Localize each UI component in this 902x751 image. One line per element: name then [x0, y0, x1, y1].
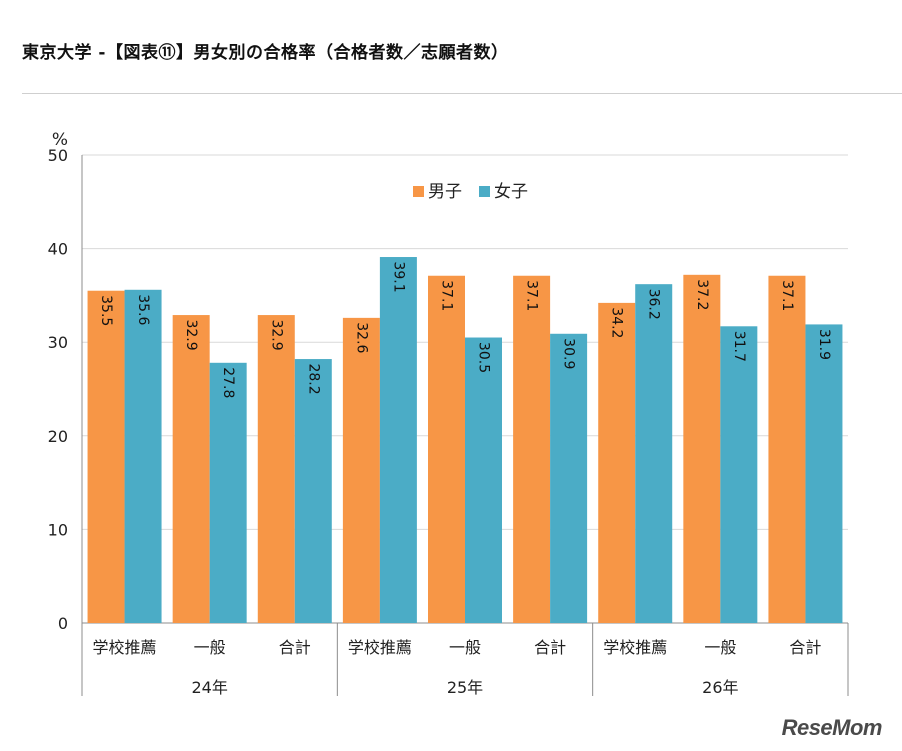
data-label: 32.6 — [353, 322, 369, 353]
data-label: 28.2 — [305, 363, 321, 394]
bar-female — [550, 333, 588, 623]
bar-male — [257, 315, 295, 623]
bar-female — [124, 289, 162, 623]
bar-female — [294, 359, 332, 623]
data-label: 37.2 — [694, 279, 710, 310]
data-label: 35.6 — [135, 294, 151, 325]
title-divider — [22, 93, 902, 94]
legend-label: 女子 — [494, 182, 528, 202]
data-label: 31.7 — [731, 331, 747, 362]
x-tick-label: 合計 — [279, 638, 311, 657]
bar-male — [172, 315, 210, 623]
bar-male — [598, 302, 636, 623]
x-tick-label: 合計 — [789, 638, 821, 657]
data-label: 32.9 — [183, 319, 199, 350]
data-label: 37.1 — [779, 280, 795, 311]
legend-label: 男子 — [428, 182, 462, 202]
bar-male — [513, 275, 551, 623]
x-tick-label: 合計 — [534, 638, 566, 657]
data-label: 36.2 — [646, 289, 662, 320]
y-tick-label: 50 — [48, 146, 68, 165]
bar-female — [379, 257, 417, 623]
data-label: 27.8 — [220, 367, 236, 398]
data-label: 32.9 — [268, 319, 284, 350]
bar-male — [87, 290, 125, 623]
bar-female — [465, 337, 502, 623]
bar-male — [428, 275, 465, 623]
x-tick-label: 一般 — [449, 638, 481, 657]
bar-male — [342, 317, 380, 623]
bar-female — [805, 324, 843, 623]
brand-logo: ReseMom — [781, 715, 883, 740]
group-label: 25年 — [447, 678, 483, 697]
bar-male — [768, 275, 806, 623]
y-tick-label: 20 — [48, 427, 68, 446]
x-tick-label: 学校推薦 — [348, 638, 412, 657]
group-label: 24年 — [191, 678, 227, 697]
legend-swatch — [479, 186, 490, 197]
data-label: 37.1 — [439, 280, 455, 311]
x-tick-label: 一般 — [194, 638, 226, 657]
x-tick-label: 学校推薦 — [603, 638, 667, 657]
bar-male — [683, 274, 721, 623]
bar-female — [209, 362, 247, 623]
data-label: 31.9 — [816, 329, 832, 360]
x-tick-label: 一般 — [704, 638, 736, 657]
page-title: 東京大学 -【図表⑪】男女別の合格率（合格者数／志願者数） — [22, 43, 509, 63]
data-label: 34.2 — [609, 307, 625, 338]
data-label: 35.5 — [98, 295, 114, 326]
legend-swatch — [413, 186, 424, 197]
data-label: 39.1 — [390, 261, 406, 292]
y-tick-label: 40 — [48, 240, 68, 259]
y-axis-unit: % — [52, 130, 68, 150]
group-label: 26年 — [702, 678, 738, 697]
data-label: 30.5 — [476, 342, 492, 373]
x-tick-label: 学校推薦 — [93, 638, 157, 657]
y-tick-label: 0 — [58, 614, 68, 633]
data-label: 37.1 — [524, 280, 540, 311]
bar-female — [720, 326, 758, 623]
bar-female — [635, 284, 673, 623]
data-label: 30.9 — [561, 338, 577, 369]
y-tick-label: 10 — [48, 520, 68, 539]
y-tick-label: 30 — [48, 333, 68, 352]
